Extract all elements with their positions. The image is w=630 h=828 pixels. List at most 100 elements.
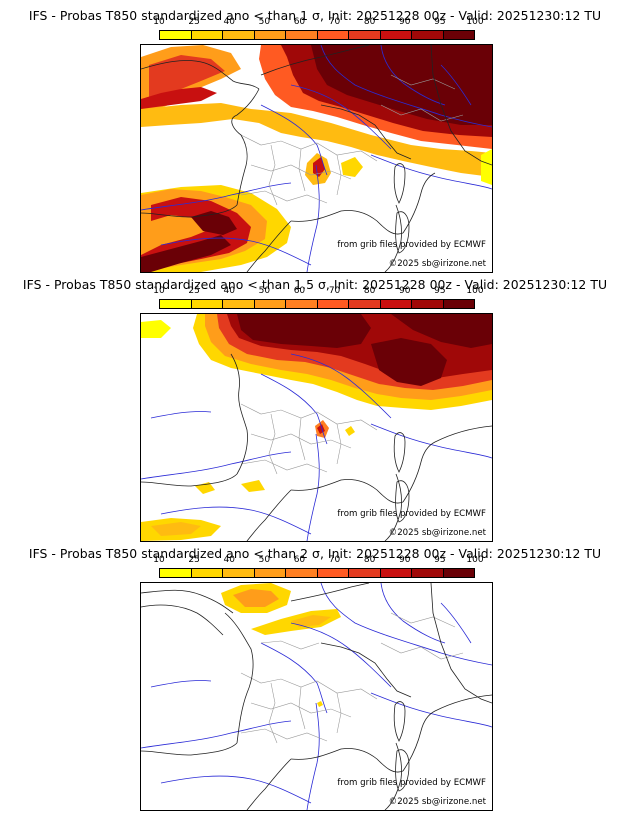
colorbar-swatch bbox=[443, 300, 474, 308]
forecast-panel-1-sigma: IFS - Probas T850 standardized ano < tha… bbox=[0, 8, 630, 276]
colorbar-tick-label: 95 bbox=[434, 555, 446, 565]
colorbar-tick-label: 90 bbox=[399, 17, 411, 27]
colorbar-tick-label: 80 bbox=[363, 555, 376, 565]
colorbar-swatch bbox=[349, 31, 381, 39]
corsica-outline bbox=[393, 701, 406, 742]
colorbar-tick-label: 25 bbox=[188, 286, 200, 296]
colorbar-ticks: 10 25 40 50 60 70 80 90 95 100 bbox=[153, 17, 483, 29]
colorbar-tick-label: 40 bbox=[223, 286, 235, 296]
colorbar bbox=[159, 30, 475, 40]
data-source-credit: from grib files provided by ECMWF bbox=[337, 240, 486, 250]
colorbar-swatch bbox=[223, 569, 255, 577]
colorbar-tick-label: 10 bbox=[153, 286, 165, 296]
colorbar-tick-label: 95 bbox=[434, 286, 446, 296]
colorbar-tick-label: 100 bbox=[466, 555, 484, 565]
colorbar-swatch bbox=[223, 300, 255, 308]
coastlines bbox=[141, 353, 492, 541]
colorbar-tick-label: 100 bbox=[466, 286, 484, 296]
colorbar-tick-label: 70 bbox=[328, 555, 341, 565]
colorbar-tick-label: 90 bbox=[399, 555, 411, 565]
colorbar-swatch bbox=[191, 300, 223, 308]
data-source-credit: from grib files provided by ECMWF bbox=[337, 778, 486, 788]
colorbar-swatch bbox=[254, 31, 286, 39]
colorbar-swatch bbox=[349, 300, 381, 308]
colorbar-tick-label: 40 bbox=[223, 17, 235, 27]
colorbar-tick-label: 60 bbox=[293, 17, 306, 27]
colorbar-swatch bbox=[286, 569, 318, 577]
colorbar-tick-label: 80 bbox=[363, 286, 376, 296]
forecast-panel-2-sigma: IFS - Probas T850 standardized ano < tha… bbox=[0, 546, 630, 814]
probability-field bbox=[141, 45, 492, 272]
colorbar-swatch bbox=[443, 569, 474, 577]
colorbar-tick-label: 60 bbox=[293, 286, 306, 296]
coastlines bbox=[141, 583, 492, 810]
rivers bbox=[141, 353, 492, 541]
colorbar-tick-label: 80 bbox=[363, 17, 376, 27]
colorbar bbox=[159, 299, 475, 309]
probability-map: from grib files provided by ECMWF ©2025 … bbox=[140, 313, 493, 542]
coastlines bbox=[141, 45, 492, 272]
colorbar-tick-label: 10 bbox=[153, 555, 165, 565]
colorbar bbox=[159, 568, 475, 578]
colorbar-tick-label: 50 bbox=[258, 17, 271, 27]
colorbar-swatch bbox=[254, 569, 286, 577]
colorbar-swatch bbox=[412, 569, 444, 577]
panel-title: IFS - Probas T850 standardized ano < tha… bbox=[22, 277, 608, 292]
colorbar-tick-label: 70 bbox=[328, 17, 341, 27]
colorbar-tick-label: 50 bbox=[258, 286, 271, 296]
panel-title: IFS - Probas T850 standardized ano < tha… bbox=[28, 546, 602, 561]
colorbar-tick-label: 25 bbox=[188, 555, 200, 565]
colorbar-swatch bbox=[160, 31, 192, 39]
colorbar-tick-label: 90 bbox=[399, 286, 411, 296]
colorbar-swatch bbox=[412, 31, 444, 39]
colorbar-swatch bbox=[317, 300, 349, 308]
forecast-panel-1-5-sigma: IFS - Probas T850 standardized ano < tha… bbox=[0, 277, 630, 545]
sardinia-outline bbox=[395, 211, 410, 254]
map-canvas bbox=[141, 314, 492, 541]
colorbar-tick-label: 95 bbox=[434, 17, 446, 27]
copyright-credit: ©2025 sb@irizone.net bbox=[388, 797, 486, 807]
colorbar-swatch bbox=[286, 300, 318, 308]
map-canvas bbox=[141, 583, 492, 810]
colorbar-tick-label: 60 bbox=[293, 555, 306, 565]
colorbar-tick-label: 100 bbox=[466, 17, 484, 27]
colorbar-swatch bbox=[317, 569, 349, 577]
colorbar-tick-label: 25 bbox=[188, 17, 200, 27]
admin-borders bbox=[240, 403, 378, 475]
colorbar-tick-label: 50 bbox=[258, 555, 271, 565]
probability-field bbox=[221, 583, 341, 707]
admin-borders bbox=[240, 612, 464, 744]
colorbar-tick-label: 10 bbox=[153, 17, 165, 27]
copyright-credit: ©2025 sb@irizone.net bbox=[388, 528, 486, 538]
colorbar-swatch bbox=[160, 569, 192, 577]
probability-map: from grib files provided by ECMWF ©2025 … bbox=[140, 44, 493, 273]
copyright-credit: ©2025 sb@irizone.net bbox=[388, 259, 486, 269]
colorbar-tick-label: 40 bbox=[223, 555, 235, 565]
probability-field bbox=[141, 314, 492, 541]
colorbar-ticks: 10 25 40 50 60 70 80 90 95 100 bbox=[153, 555, 483, 567]
sardinia-outline bbox=[395, 749, 410, 792]
colorbar-swatch bbox=[349, 569, 381, 577]
colorbar-swatch bbox=[380, 31, 412, 39]
colorbar-swatch bbox=[191, 569, 223, 577]
corsica-outline bbox=[393, 432, 406, 473]
map-canvas bbox=[141, 45, 492, 272]
sardinia-outline bbox=[395, 480, 410, 523]
panel-title: IFS - Probas T850 standardized ano < tha… bbox=[28, 8, 602, 23]
colorbar-swatch bbox=[254, 300, 286, 308]
rivers bbox=[141, 583, 492, 810]
colorbar-swatch bbox=[412, 300, 444, 308]
rivers bbox=[141, 45, 492, 272]
colorbar-tick-label: 70 bbox=[328, 286, 341, 296]
probability-map: from grib files provided by ECMWF ©2025 … bbox=[140, 582, 493, 811]
colorbar-ticks: 10 25 40 50 60 70 80 90 95 100 bbox=[153, 286, 483, 298]
admin-borders bbox=[240, 74, 464, 206]
colorbar-swatch bbox=[380, 300, 412, 308]
colorbar-swatch bbox=[191, 31, 223, 39]
data-source-credit: from grib files provided by ECMWF bbox=[337, 509, 486, 519]
colorbar-swatch bbox=[317, 31, 349, 39]
colorbar-swatch bbox=[286, 31, 318, 39]
colorbar-swatch bbox=[160, 300, 192, 308]
colorbar-swatch bbox=[223, 31, 255, 39]
colorbar-swatch bbox=[380, 569, 412, 577]
